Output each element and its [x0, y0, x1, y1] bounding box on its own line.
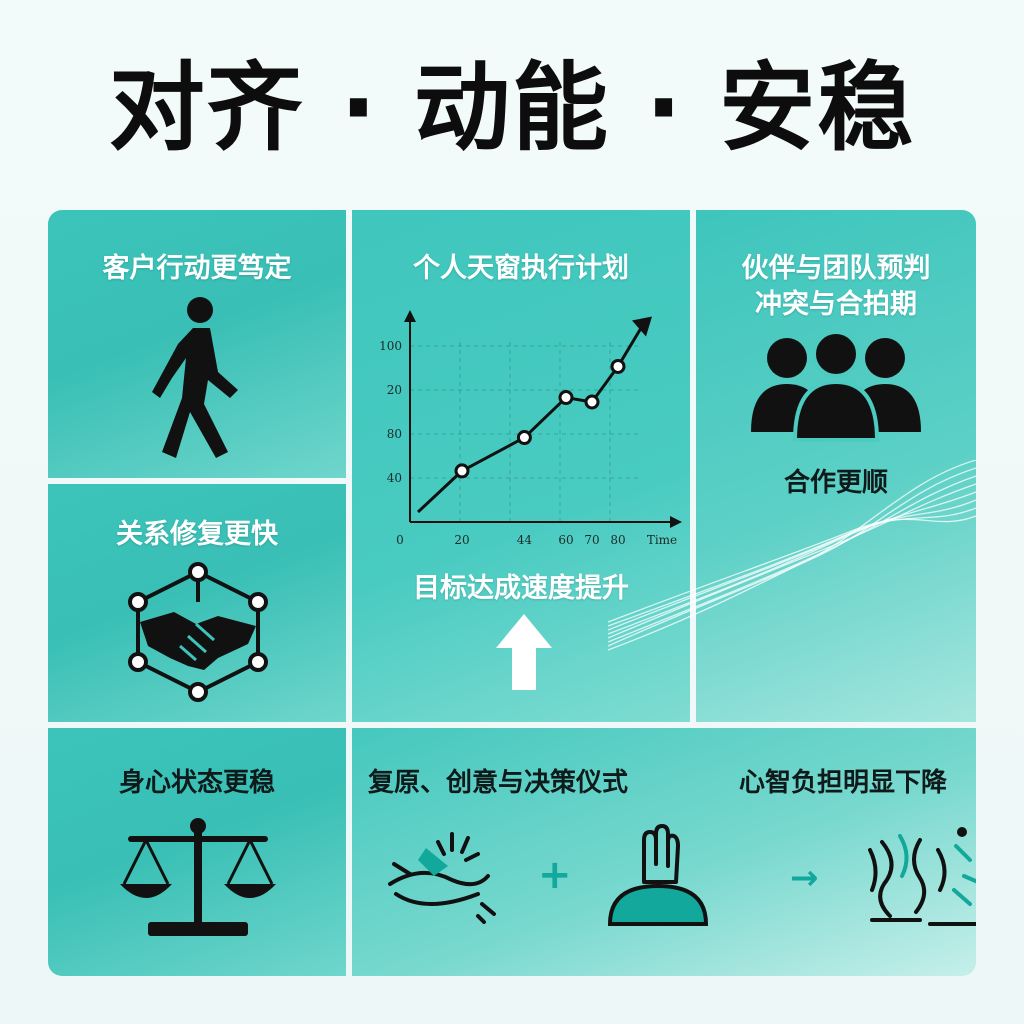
panel-plan-caption: 目标达成速度提升 — [413, 573, 629, 604]
panel-relationship-label: 关系修复更快 — [116, 519, 278, 550]
group-of-people-icon — [751, 332, 921, 442]
panel-team-label-2: 冲突与合拍期 — [755, 289, 917, 320]
page-title: 对齐 · 动能 · 安稳 — [108, 52, 916, 164]
right-arrow: → — [790, 858, 819, 898]
panel-plan: 个人天窗执行计划 40 80 20 100 0 20 44 60 70 80 Time 目标达成速度… — [352, 210, 690, 722]
data-point — [584, 394, 600, 410]
panel-relationship: 关系修复更快 — [48, 484, 346, 722]
panel-customer-label: 客户行动更笃定 — [102, 253, 292, 284]
data-point — [610, 358, 626, 374]
y-axis-arrow — [404, 310, 416, 322]
raised-hand-person-icon — [607, 824, 709, 926]
panel-mind: 身心状态更稳 — [48, 728, 346, 976]
panel-bottom: 复原、创意与决策仪式 心智负担明显下降 + → — [352, 728, 976, 976]
panel-load-label: 心智负担明显下降 — [738, 768, 947, 798]
panel-mind-label: 身心状态更稳 — [118, 768, 275, 798]
data-point — [516, 430, 532, 446]
x-tick-label: 20 — [454, 533, 469, 547]
panel-team-label-1: 伙伴与团队预判 — [741, 253, 931, 284]
x-tick-label: 44 — [517, 533, 533, 547]
scattered-lines-icon — [868, 827, 976, 926]
data-point — [558, 390, 574, 406]
x-tick-label: 0 — [396, 533, 404, 547]
x-axis-arrow — [670, 516, 682, 528]
healing-hands-icon — [388, 832, 496, 924]
panel-ritual-label: 复原、创意与决策仪式 — [368, 768, 629, 798]
handshake-network-icon — [128, 562, 268, 702]
walking-person-icon — [152, 297, 238, 458]
y-tick-label: 100 — [379, 339, 402, 353]
y-tick-label: 20 — [387, 383, 402, 397]
panel-plan-label: 个人天窗执行计划 — [413, 253, 629, 284]
infographic-board: 客户行动更笃定 关系修复更快 身心状态更稳 — [48, 210, 976, 976]
panel-customer: 客户行动更笃定 — [48, 210, 346, 478]
up-arrow-icon — [496, 614, 552, 690]
panel-team-caption: 合作更顺 — [783, 468, 888, 498]
series-arrowhead — [632, 316, 652, 337]
x-tick-label: 60 — [558, 533, 573, 547]
y-tick-label: 40 — [387, 471, 402, 485]
decorative-wave — [608, 460, 976, 651]
y-tick-label: 80 — [387, 427, 402, 441]
line-chart: 40 80 20 100 0 20 44 60 70 80 Time — [379, 310, 682, 547]
x-tick-label: 80 — [610, 533, 625, 547]
data-point — [454, 463, 470, 479]
plus-sign: + — [538, 852, 572, 898]
panel-team: 伙伴与团队预判 冲突与合拍期 合作更顺 — [696, 210, 976, 722]
x-tick-label: Time — [647, 533, 677, 547]
x-tick-label: 70 — [584, 533, 599, 547]
balance-scale-icon — [120, 818, 276, 936]
